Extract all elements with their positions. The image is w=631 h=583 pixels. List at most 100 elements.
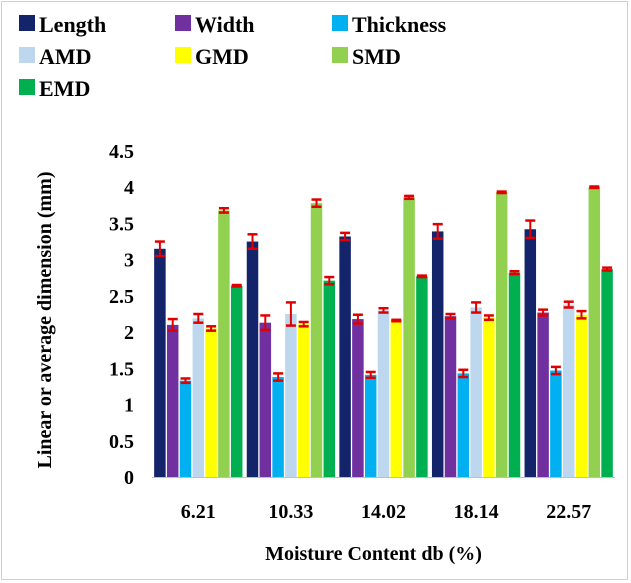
- y-tick-label: 3.5: [109, 213, 134, 235]
- legend-label-thickness: Thickness: [352, 12, 447, 37]
- bars: [154, 185, 613, 477]
- bar-amd: [470, 307, 482, 477]
- error-bar-width: [167, 317, 178, 332]
- legend-swatch-smd: [332, 47, 348, 63]
- error-bar-thickness: [180, 377, 191, 385]
- error-bar-width: [445, 312, 456, 320]
- bar-length: [524, 229, 537, 477]
- bar-thickness: [457, 373, 470, 477]
- x-tick-label: 14.02: [361, 501, 406, 523]
- legend-label-smd: SMD: [352, 44, 401, 69]
- error-bar-length: [154, 240, 165, 258]
- bar-gmd: [483, 317, 495, 477]
- x-tick-label: 10.33: [268, 501, 313, 523]
- legend-swatch-width: [175, 15, 191, 31]
- error-bar-smd: [404, 194, 415, 201]
- bar-emd: [323, 280, 336, 477]
- bar-emd: [416, 276, 428, 477]
- y-tick-label: 3: [124, 250, 134, 272]
- bar-thickness: [364, 374, 377, 477]
- legend-label-amd: AMD: [39, 44, 92, 69]
- error-bar-gmd: [391, 318, 402, 323]
- error-bar-length: [340, 231, 351, 242]
- legend-label-emd: EMD: [39, 76, 90, 101]
- bar-emd: [230, 285, 243, 477]
- x-tick-label: 22.57: [546, 501, 591, 523]
- bar-smd: [218, 210, 230, 477]
- bar-length: [246, 241, 259, 477]
- error-bar-amd: [285, 301, 296, 327]
- x-axis-title: Moisture Content db (%): [265, 543, 482, 565]
- bar-thickness: [179, 380, 192, 477]
- y-tick-label: 2.5: [109, 286, 134, 308]
- bar-thickness: [550, 370, 562, 477]
- error-bar-width: [538, 308, 549, 317]
- bar-smd: [310, 203, 323, 477]
- error-bar-emd: [416, 274, 427, 279]
- bar-length: [154, 248, 166, 477]
- error-bar-amd: [378, 306, 389, 314]
- bar-amd: [285, 314, 297, 477]
- error-bar-amd: [193, 312, 204, 324]
- legend-label-width: Width: [195, 12, 255, 37]
- error-bar-thickness: [365, 370, 376, 380]
- error-bar-width: [260, 314, 271, 332]
- y-axis-title: Linear or average dimension (mm): [34, 171, 56, 468]
- error-bar-smd: [311, 198, 322, 209]
- x-axis-ticks: 6.21 10.33 14.02 18.14 22.57: [181, 501, 591, 523]
- error-bar-amd: [563, 300, 574, 309]
- bar-smd: [588, 187, 601, 477]
- y-tick-label: 1: [124, 395, 134, 417]
- error-bar-thickness: [550, 365, 561, 376]
- error-bar-emd: [324, 275, 335, 286]
- bar-smd: [403, 197, 415, 477]
- bar-width: [444, 316, 457, 477]
- y-tick-label: 2: [124, 322, 134, 344]
- error-bar-length: [525, 219, 536, 240]
- legend: Length Width Thickness AMD GMD SMD EMD: [19, 12, 447, 101]
- error-bar-length: [432, 222, 443, 240]
- bar-length: [431, 231, 444, 477]
- legend-swatch-amd: [19, 47, 35, 63]
- error-bar-thickness: [273, 372, 284, 382]
- y-axis-ticks: 0 0.5 1 1.5 2 2.5 3 3.5 4 4.5: [109, 141, 134, 489]
- error-bar-width: [352, 313, 363, 325]
- bar-width: [259, 322, 272, 477]
- error-bar-amd: [471, 301, 482, 314]
- error-bar-emd: [509, 270, 520, 276]
- bar-width: [352, 319, 364, 477]
- y-tick-label: 1.5: [109, 358, 134, 380]
- y-tick-label: 4.5: [109, 141, 134, 163]
- bar-width: [166, 324, 179, 477]
- error-bar-gmd: [206, 325, 217, 332]
- legend-swatch-thickness: [332, 15, 348, 31]
- y-tick-label: 0.5: [109, 431, 134, 453]
- legend-swatch-length: [19, 15, 35, 31]
- legend-swatch-gmd: [175, 47, 191, 63]
- bar-gmd: [297, 324, 310, 477]
- error-bar-emd: [602, 266, 613, 272]
- bar-width: [537, 312, 549, 477]
- bar-thickness: [272, 377, 284, 477]
- legend-swatch-emd: [19, 79, 35, 95]
- error-bar-thickness: [458, 368, 469, 379]
- legend-label-length: Length: [39, 12, 106, 37]
- bar-amd: [562, 304, 575, 477]
- y-tick-label: 4: [124, 177, 134, 199]
- legend-label-gmd: GMD: [195, 44, 249, 69]
- bar-amd: [192, 318, 205, 477]
- error-bar-gmd: [298, 320, 309, 328]
- y-tick-label: 0: [124, 467, 134, 489]
- bar-amd: [377, 310, 390, 477]
- error-bar-smd: [496, 190, 507, 195]
- x-tick-label: 6.21: [181, 501, 216, 523]
- error-bar-length: [247, 233, 258, 251]
- bar-gmd: [390, 320, 403, 477]
- x-tick-label: 18.14: [454, 501, 499, 523]
- bar-smd: [495, 192, 508, 477]
- error-bar-smd: [589, 185, 600, 190]
- bar-gmd: [575, 314, 588, 477]
- error-bar-emd: [231, 283, 242, 288]
- error-bar-smd: [218, 206, 229, 214]
